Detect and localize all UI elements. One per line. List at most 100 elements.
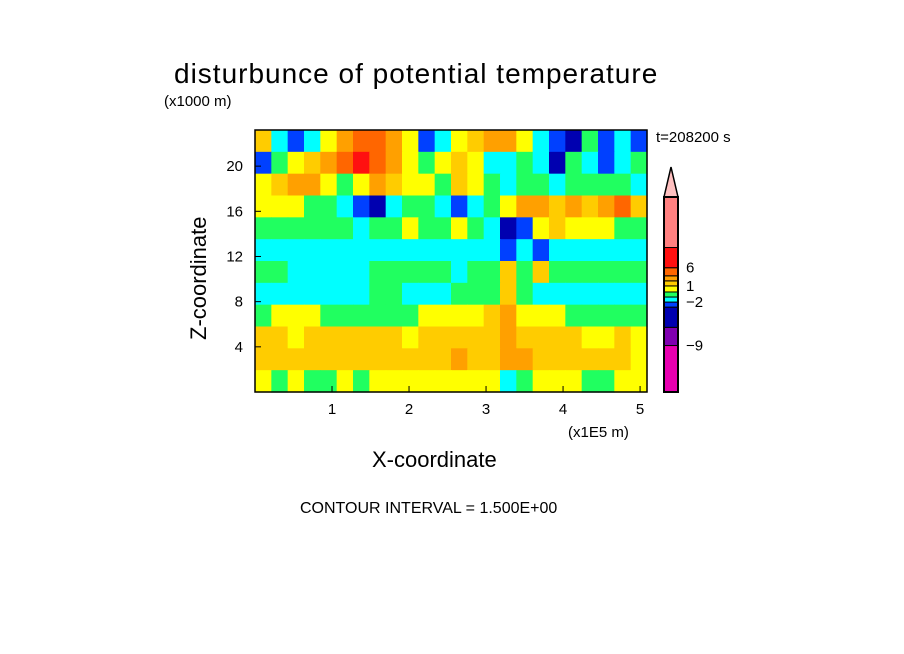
heatmap-cell <box>320 326 338 349</box>
heatmap-cell <box>516 370 534 393</box>
heatmap-cell <box>434 261 452 284</box>
heatmap-cell <box>451 151 468 175</box>
heatmap-cell <box>418 282 436 306</box>
heatmap-cell <box>287 173 305 197</box>
colorbar-segment <box>663 280 679 287</box>
heatmap-cell <box>271 217 289 240</box>
heatmap-cell <box>614 370 632 393</box>
heatmap-cell <box>598 239 615 262</box>
heatmap-cell <box>500 304 517 328</box>
heatmap-cell <box>287 195 305 218</box>
colorbar-label: 6 <box>686 260 694 277</box>
heatmap-cell <box>614 151 632 175</box>
heatmap-cell <box>287 130 305 153</box>
heatmap-cell <box>532 130 550 153</box>
heatmap-cell <box>565 195 583 218</box>
colorbar-segment <box>663 326 679 347</box>
heatmap-cell <box>467 151 485 175</box>
heatmap-cell <box>549 130 566 153</box>
heatmap-cell <box>255 326 272 349</box>
heatmap-cell <box>255 217 272 240</box>
heatmap-cell <box>369 239 387 262</box>
heatmap-cell <box>418 173 436 197</box>
heatmap-cell <box>287 348 305 371</box>
heatmap-cell <box>451 130 468 153</box>
y-tick-label: 12 <box>226 248 243 265</box>
heatmap-cell <box>255 195 272 218</box>
heatmap-cell <box>483 173 501 197</box>
heatmap-cell <box>434 130 452 153</box>
heatmap-cell <box>271 326 289 349</box>
heatmap-cell <box>304 326 321 349</box>
heatmap-cell <box>255 304 272 328</box>
heatmap-cell <box>385 261 403 284</box>
heatmap-cell <box>581 195 599 218</box>
heatmap-cell <box>402 239 419 262</box>
heatmap-cell <box>402 217 419 240</box>
colorbar-segment <box>663 345 679 393</box>
heatmap-cell <box>500 261 517 284</box>
heatmap-cell <box>614 326 632 349</box>
heatmap-cell <box>549 304 566 328</box>
heatmap-cell <box>598 370 615 393</box>
heatmap-cell <box>271 195 289 218</box>
heatmap-cell <box>271 261 289 284</box>
heatmap-cell <box>418 348 436 371</box>
heatmap-cell <box>565 239 583 262</box>
heatmap-cell <box>402 348 419 371</box>
heatmap-cell <box>614 282 632 306</box>
heatmap-cell <box>402 195 419 218</box>
heatmap-cell <box>402 173 419 197</box>
heatmap-cell <box>532 239 550 262</box>
heatmap-cell <box>304 261 321 284</box>
heatmap-cell <box>320 173 338 197</box>
heatmap-cell <box>385 130 403 153</box>
heatmap-cell <box>630 195 648 218</box>
heatmap-cell <box>434 239 452 262</box>
heatmap-cell <box>402 370 419 393</box>
heatmap-cell <box>304 130 321 153</box>
heatmap-cell <box>630 130 648 153</box>
heatmap-cell <box>483 370 501 393</box>
heatmap-cell <box>451 261 468 284</box>
heatmap-cell <box>385 326 403 349</box>
heatmap-cell <box>451 326 468 349</box>
heatmap-cell <box>598 261 615 284</box>
y-axis-unit: (x1000 m) <box>164 93 232 110</box>
heatmap-cell <box>418 151 436 175</box>
heatmap-cell <box>565 217 583 240</box>
heatmap-cell <box>385 348 403 371</box>
heatmap-cell <box>483 151 501 175</box>
heatmap-cell <box>255 151 272 175</box>
heatmap-cell <box>304 348 321 371</box>
colorbar-segment <box>663 291 679 298</box>
heatmap-cell <box>500 239 517 262</box>
x-tick-label: 5 <box>636 401 644 418</box>
colorbar-frame <box>663 196 679 393</box>
heatmap-cell <box>320 239 338 262</box>
colorbar-segment <box>663 196 679 249</box>
heatmap-cell <box>565 130 583 153</box>
heatmap-cell <box>532 348 550 371</box>
heatmap-cell <box>336 348 354 371</box>
heatmap-cell <box>598 173 615 197</box>
heatmap-cell <box>467 173 485 197</box>
heatmap-cell <box>402 282 419 306</box>
heatmap-cell <box>516 173 534 197</box>
heatmap-cell <box>451 217 468 240</box>
heatmap-cell <box>451 173 468 197</box>
heatmap-cell <box>271 239 289 262</box>
heatmap-cell <box>598 326 615 349</box>
heatmap-cell <box>451 304 468 328</box>
colorbar-extend-arrow <box>663 166 679 198</box>
heatmap-cell <box>353 173 370 197</box>
heatmap-cell <box>483 261 501 284</box>
heatmap-cell <box>271 348 289 371</box>
heatmap-cell <box>630 217 648 240</box>
colorbar-segment <box>663 301 679 308</box>
heatmap-cell <box>336 370 354 393</box>
heatmap-cell <box>418 239 436 262</box>
heatmap-cell <box>630 348 648 371</box>
heatmap-cell <box>287 261 305 284</box>
y-tick-label: 16 <box>226 203 243 220</box>
